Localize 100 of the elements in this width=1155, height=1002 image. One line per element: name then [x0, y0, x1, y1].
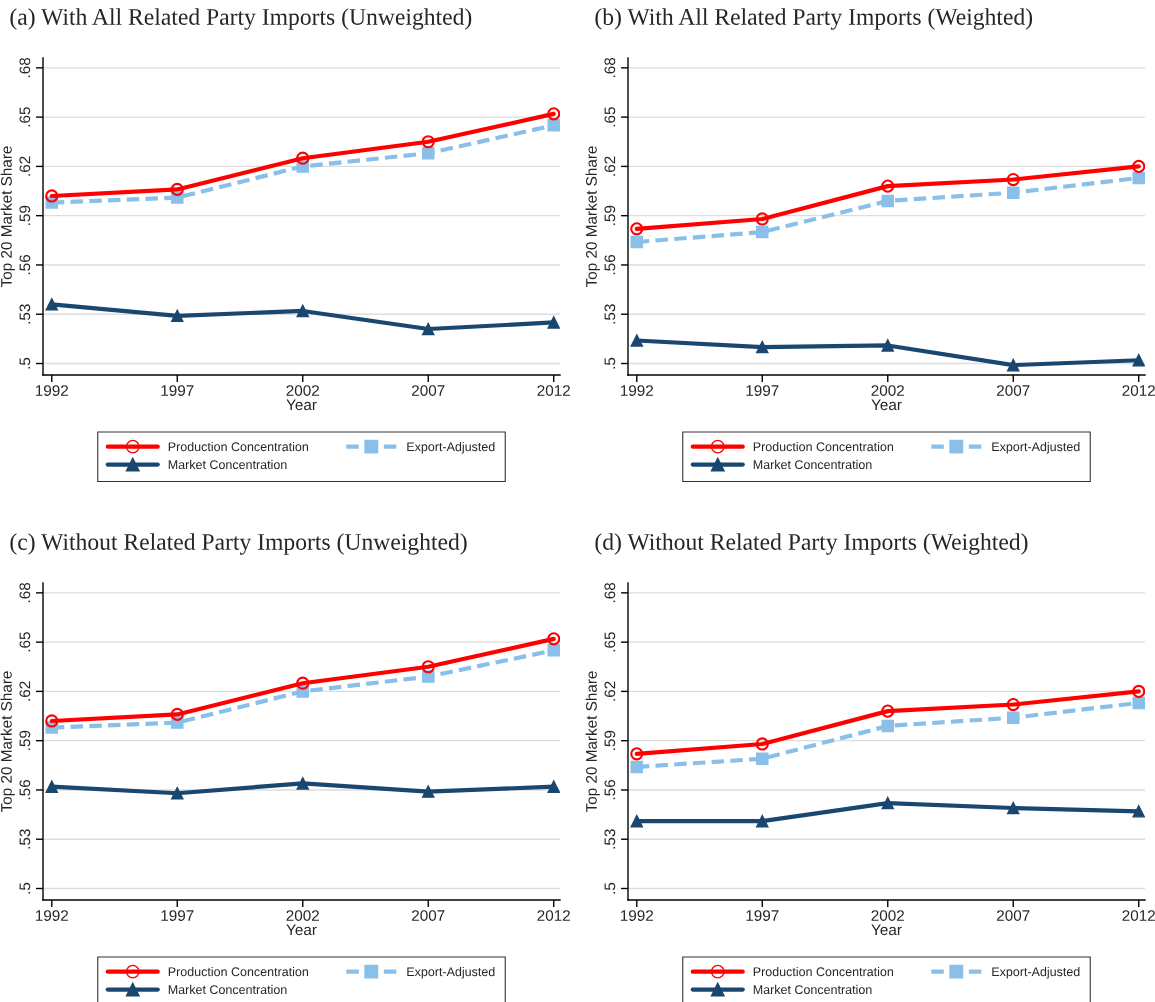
point — [171, 786, 184, 800]
x-tick-label: 1992 — [35, 385, 69, 396]
point — [547, 644, 560, 657]
x-tick-label: 2007 — [997, 910, 1030, 921]
y-tick-label: .5 — [604, 357, 616, 369]
x-tick-label: 2007 — [412, 910, 445, 921]
legend-label: Export-Adjusted — [992, 441, 1080, 454]
point — [1132, 696, 1145, 710]
x-tick-label: 2012 — [1122, 385, 1155, 396]
point — [547, 107, 560, 121]
point — [1006, 358, 1020, 372]
point — [756, 752, 769, 765]
point — [1132, 684, 1145, 698]
legend-label: Export-Adjusted — [407, 441, 495, 454]
y-tick-label: .62 — [604, 156, 616, 176]
point — [170, 707, 184, 721]
point — [755, 737, 769, 751]
y-tick-label: .5 — [19, 357, 31, 369]
x-tick-label: 1997 — [746, 910, 779, 921]
point — [296, 304, 310, 318]
x-tick-label: 1997 — [161, 910, 194, 921]
y-tick-label: .53 — [19, 304, 31, 324]
x-tick-label: 1992 — [620, 385, 654, 396]
legend-label: Market Concentration — [753, 984, 872, 995]
point — [421, 135, 435, 149]
y-tick-label: .53 — [604, 304, 616, 324]
legend-label: Market Concentration — [168, 459, 287, 470]
y-tick-label: .68 — [19, 57, 31, 78]
point — [1006, 697, 1020, 712]
x-axis-title: Year — [871, 399, 902, 411]
x-tick-label: 2002 — [871, 385, 904, 396]
point — [1006, 172, 1020, 187]
legend-label: Production Concentration — [753, 966, 894, 977]
x-tick-label: 1997 — [161, 385, 194, 396]
y-tick-label: .56 — [19, 780, 31, 800]
y-tick-label: .65 — [604, 107, 616, 127]
point — [1006, 801, 1020, 815]
y-tick-label: .56 — [19, 255, 31, 275]
x-axis-title: Year — [871, 924, 902, 936]
point — [881, 704, 895, 718]
point — [45, 714, 59, 728]
legend-label: Export-Adjusted — [407, 966, 495, 979]
point — [45, 780, 59, 793]
point — [881, 339, 895, 352]
y-tick-label: .68 — [19, 582, 31, 603]
y-tick-label: .53 — [19, 829, 31, 849]
y-axis-title: Top 20 Market Share — [0, 146, 15, 288]
point — [1006, 711, 1020, 724]
x-tick-label: 2012 — [537, 385, 570, 396]
chart-title: (d) Without Related Party Imports (Weighted) — [595, 533, 1028, 555]
chart-title: (b) With All Related Party Imports (Weighted) — [595, 8, 1033, 30]
point — [630, 760, 644, 774]
legend-label: Production Concentration — [753, 441, 894, 452]
point — [45, 298, 59, 311]
point — [881, 796, 895, 810]
y-tick-label: .5 — [604, 882, 616, 894]
point — [421, 322, 435, 336]
x-tick-label: 2007 — [412, 385, 445, 396]
point — [421, 147, 435, 160]
y-tick-label: .62 — [604, 681, 616, 701]
point — [547, 780, 560, 793]
y-tick-label: .53 — [604, 829, 616, 849]
y-tick-label: .56 — [604, 780, 616, 800]
point — [421, 785, 435, 798]
chart-title: (a) With All Related Party Imports (Unweighted) — [10, 8, 472, 30]
y-tick-label: .59 — [604, 730, 616, 750]
point — [1006, 186, 1020, 199]
x-tick-label: 1997 — [746, 385, 779, 396]
y-tick-label: .68 — [604, 582, 616, 603]
point — [1132, 159, 1145, 173]
y-tick-label: .59 — [604, 205, 616, 225]
x-tick-label: 1992 — [35, 910, 69, 921]
legend-label: Market Concentration — [168, 984, 287, 995]
y-tick-label: .59 — [19, 205, 31, 225]
y-tick-label: .65 — [604, 632, 616, 652]
legend-label: Production Concentration — [168, 966, 309, 977]
y-tick-label: .68 — [604, 57, 616, 78]
point — [296, 777, 310, 790]
point — [756, 340, 769, 354]
point — [881, 179, 895, 193]
legend-label: Export-Adjusted — [992, 966, 1080, 979]
y-axis-title: Top 20 Market Share — [585, 671, 600, 813]
point — [755, 212, 769, 226]
point — [421, 660, 435, 674]
chart-title: (c) Without Related Party Imports (Unweighted) — [10, 533, 467, 555]
point — [881, 194, 895, 208]
y-tick-label: .62 — [19, 681, 31, 701]
x-tick-label: 2007 — [997, 385, 1030, 396]
point — [547, 632, 560, 646]
point — [171, 309, 184, 323]
point — [45, 189, 59, 203]
y-tick-label: .65 — [19, 107, 31, 127]
point — [630, 747, 644, 761]
point — [296, 676, 310, 690]
point — [1132, 171, 1145, 185]
legend-label: Production Concentration — [168, 441, 309, 452]
point — [630, 334, 644, 347]
y-tick-label: .56 — [604, 255, 616, 275]
point — [630, 235, 644, 249]
x-axis-title: Year — [286, 924, 317, 936]
